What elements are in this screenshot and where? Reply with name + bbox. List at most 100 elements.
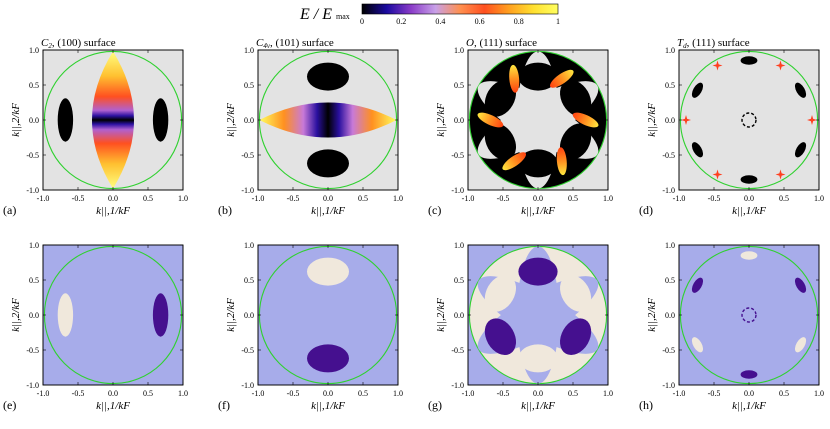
y-tick-label: 0.0 — [454, 116, 464, 125]
x-tick-label: 0.0 — [533, 389, 543, 398]
y-tick-label: -1.0 — [26, 186, 39, 195]
y-tick-label: 1.0 — [244, 241, 254, 250]
energy-teardrop — [549, 69, 574, 88]
x-tick-label: -0.5 — [497, 194, 510, 203]
x-tick-label: -1.0 — [462, 389, 475, 398]
panel-letter: (g) — [428, 398, 442, 412]
x-tick-label: -0.5 — [287, 389, 300, 398]
panel-title: O, (111) surface — [466, 37, 537, 49]
y-tick-label: -1.0 — [241, 381, 254, 390]
y-tick-label: -0.5 — [26, 151, 39, 160]
pocket — [691, 337, 704, 353]
plot-content — [468, 50, 608, 190]
y-axis-label: k||,2/kF — [10, 298, 22, 332]
y-tick-label: 0.0 — [244, 116, 254, 125]
energy-teardrop — [556, 147, 567, 176]
y-tick-label: 0.0 — [454, 311, 464, 320]
x-axis-label: k||,1/kF — [96, 400, 130, 412]
panel-d: -1.0 -0.5 0.0 0.5 1.0 1.0 0.5 0.0 -0.5 -1.0 k||,1/… — [639, 37, 824, 217]
y-tick-label: -0.5 — [451, 346, 464, 355]
energy-lens — [259, 102, 397, 138]
y-tick-label: -1.0 — [241, 186, 254, 195]
colorbar-tick: 1 — [556, 17, 560, 26]
pocket — [691, 277, 704, 293]
x-axis-label: k||,1/kF — [732, 400, 766, 412]
y-axis-label: k||,2/kF — [225, 298, 237, 332]
x-tick-label: -0.5 — [72, 389, 85, 398]
x-tick-label: 0.0 — [323, 194, 333, 203]
x-axis-label: k||,1/kF — [96, 205, 130, 217]
x-tick-label: 0.0 — [744, 389, 754, 398]
gap-petal — [518, 149, 558, 178]
petal — [559, 318, 592, 356]
x-tick-label: 1.0 — [178, 194, 188, 203]
petal — [518, 257, 558, 286]
y-tick-label: 0.0 — [665, 116, 675, 125]
colorbar-tick: 0.6 — [475, 17, 485, 26]
y-tick-label: 0.0 — [244, 311, 254, 320]
x-tick-label: -0.5 — [497, 389, 510, 398]
petal — [559, 274, 592, 312]
gap-petal — [484, 123, 517, 161]
panel-letter: (f) — [218, 398, 230, 412]
y-axis-label: k||,2/kF — [646, 298, 658, 332]
colorbar-tick: 0.2 — [396, 17, 406, 26]
y-tick-label: -1.0 — [662, 186, 675, 195]
gap-pocket — [794, 82, 807, 98]
x-tick-label: 0.5 — [143, 194, 153, 203]
energy-teardrop — [509, 64, 520, 93]
top-gap-region — [307, 62, 349, 91]
x-tick-label: 0.5 — [779, 389, 789, 398]
colorbar-tick: 0.8 — [514, 17, 524, 26]
gap-petal — [484, 79, 517, 117]
y-axis-label: k||,2/kF — [10, 103, 22, 137]
petal — [484, 318, 517, 356]
energy-star — [775, 60, 786, 71]
y-tick-label: -0.5 — [241, 151, 254, 160]
x-tick-label: -0.5 — [287, 194, 300, 203]
y-tick-label: 0.5 — [244, 276, 254, 285]
y-tick-label: -1.0 — [451, 381, 464, 390]
energy-lens — [92, 51, 134, 189]
x-tick-label: -1.0 — [673, 389, 686, 398]
x-tick-label: 0.5 — [568, 389, 578, 398]
x-tick-label: 1.0 — [393, 389, 403, 398]
x-tick-label: 1.0 — [814, 389, 824, 398]
x-tick-label: -0.5 — [708, 194, 721, 203]
plot-area — [678, 49, 820, 191]
y-tick-label: 0.0 — [665, 311, 675, 320]
x-axis-label: k||,1/kF — [732, 205, 766, 217]
plot-content — [468, 245, 608, 385]
x-tick-label: 0.5 — [779, 194, 789, 203]
bottom-gap-region — [307, 149, 349, 178]
panel-letter: (c) — [428, 203, 441, 217]
energy-star — [681, 115, 691, 125]
y-tick-label: 1.0 — [454, 241, 464, 250]
y-tick-label: -0.5 — [451, 151, 464, 160]
y-axis-label: k||,2/kF — [435, 103, 447, 137]
panel-a: -1.0 -0.5 0.0 0.5 1.0 1.0 0.5 0.0 -0.5 -1.0 k||,1/… — [3, 37, 188, 217]
panel-b: -1.0 -0.5 0.0 0.5 1.0 1.0 0.5 0.0 -0.5 -1.0 k||,1/… — [218, 37, 403, 217]
x-tick-label: 0.0 — [108, 389, 118, 398]
right-region — [152, 293, 169, 337]
y-axis-label: k||,2/kF — [225, 103, 237, 137]
gap-pocket — [691, 142, 704, 158]
x-tick-label: -1.0 — [252, 389, 265, 398]
energy-star — [775, 169, 786, 180]
panel-e: -1.0 -0.5 0.0 0.5 1.0 1.0 0.5 0.0 -0.5 -1.0 k||,1/… — [3, 241, 188, 412]
panel-letter: (b) — [218, 203, 232, 217]
x-tick-label: 1.0 — [814, 194, 824, 203]
x-tick-label: 0.5 — [568, 194, 578, 203]
gap-petal — [559, 79, 592, 117]
x-tick-label: 1.0 — [178, 389, 188, 398]
y-tick-label: 0.5 — [665, 81, 675, 90]
pocket — [740, 251, 758, 260]
panel-title: C2, (100) surface — [41, 37, 116, 50]
x-tick-label: 0.5 — [143, 389, 153, 398]
y-tick-label: -0.5 — [26, 346, 39, 355]
y-axis-label: k||,2/kF — [646, 103, 658, 137]
gap-pocket — [740, 56, 758, 65]
panel-f: -1.0 -0.5 0.0 0.5 1.0 1.0 0.5 0.0 -0.5 -1.0 k||,1/… — [218, 241, 403, 412]
y-tick-label: 0.5 — [665, 276, 675, 285]
energy-teardrop — [502, 152, 527, 171]
